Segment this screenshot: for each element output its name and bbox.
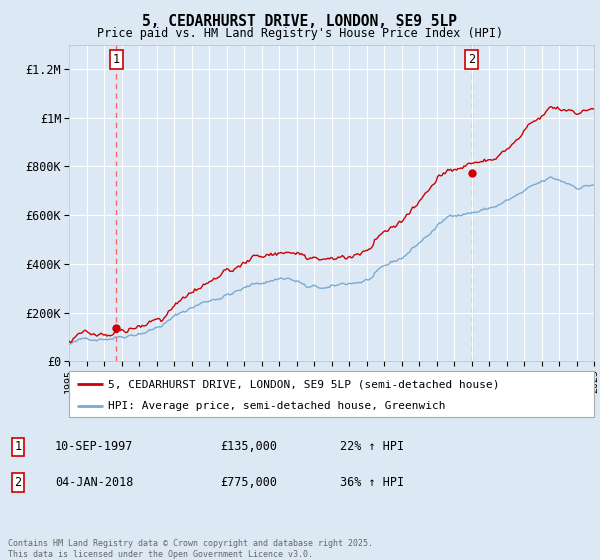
Text: HPI: Average price, semi-detached house, Greenwich: HPI: Average price, semi-detached house,… — [109, 401, 446, 410]
Text: 2: 2 — [468, 53, 475, 66]
Text: 10-SEP-1997: 10-SEP-1997 — [55, 440, 133, 453]
Text: 22% ↑ HPI: 22% ↑ HPI — [340, 440, 404, 453]
Text: 36% ↑ HPI: 36% ↑ HPI — [340, 476, 404, 489]
Text: 5, CEDARHURST DRIVE, LONDON, SE9 5LP (semi-detached house): 5, CEDARHURST DRIVE, LONDON, SE9 5LP (se… — [109, 379, 500, 389]
Text: 04-JAN-2018: 04-JAN-2018 — [55, 476, 133, 489]
Text: 1: 1 — [113, 53, 120, 66]
Text: 5, CEDARHURST DRIVE, LONDON, SE9 5LP: 5, CEDARHURST DRIVE, LONDON, SE9 5LP — [143, 14, 458, 29]
Text: £135,000: £135,000 — [220, 440, 277, 453]
Text: £775,000: £775,000 — [220, 476, 277, 489]
Text: Price paid vs. HM Land Registry's House Price Index (HPI): Price paid vs. HM Land Registry's House … — [97, 27, 503, 40]
Text: 1: 1 — [14, 440, 22, 453]
Text: 2: 2 — [14, 476, 22, 489]
Text: Contains HM Land Registry data © Crown copyright and database right 2025.
This d: Contains HM Land Registry data © Crown c… — [8, 539, 373, 559]
